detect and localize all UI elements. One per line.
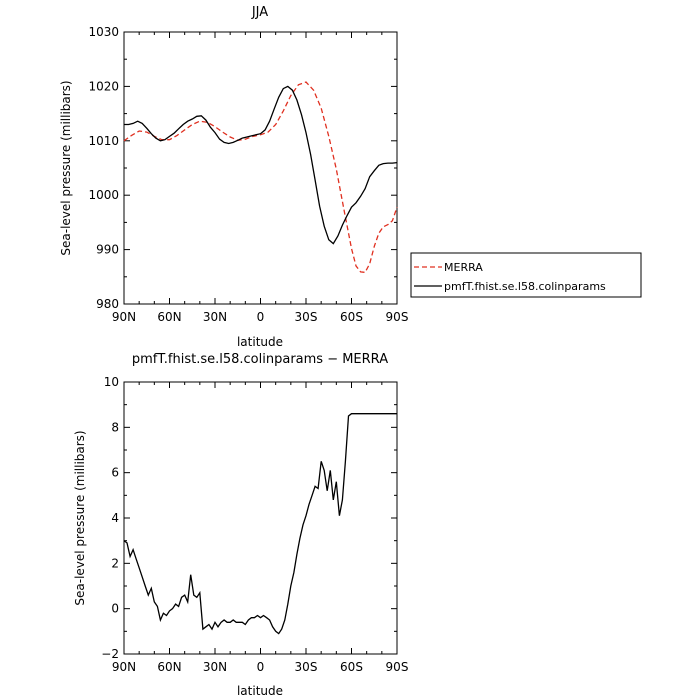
top-x-tick-label: 30S <box>295 310 318 324</box>
top-y-tick-label: 980 <box>96 297 119 311</box>
bottom-panel: pmfT.fhist.se.l58.colinparams − MERRA 90… <box>73 352 408 698</box>
top-y-tick-label: 990 <box>96 243 119 257</box>
top-series-line-0 <box>123 81 398 274</box>
top-plot-frame <box>123 31 398 305</box>
bottom-y-tick-label: 4 <box>111 511 119 525</box>
legend: MERRA pmfT.fhist.se.l58.colinparams <box>410 252 642 298</box>
top-x-axis-label: latitude <box>237 335 283 349</box>
bottom-y-tick-label: 10 <box>104 375 119 389</box>
top-chart-title: JJA <box>251 5 268 20</box>
bottom-x-tick-label: 60S <box>340 660 363 674</box>
bottom-y-tick-label: 0 <box>111 602 119 616</box>
legend-label-merra: MERRA <box>444 261 483 274</box>
legend-box <box>410 252 642 298</box>
bottom-plot-frame <box>123 381 398 655</box>
bottom-y-tick-label: 2 <box>111 556 119 570</box>
top-x-tick-label: 90N <box>112 310 136 324</box>
bottom-x-tick-label: 0 <box>257 660 265 674</box>
bottom-y-tick-label: 6 <box>111 466 119 480</box>
top-y-tick-label: 1030 <box>88 25 119 39</box>
bottom-x-tick-label: 90S <box>386 660 409 674</box>
bottom-y-axis-label: Sea-level pressure (millibars) <box>73 430 87 605</box>
top-x-tick-label: 0 <box>257 310 265 324</box>
top-y-tick-label: 1000 <box>88 188 119 202</box>
bottom-x-tick-label: 90N <box>112 660 136 674</box>
bottom-x-tick-label: 30N <box>203 660 227 674</box>
top-y-tick-label: 1010 <box>88 134 119 148</box>
bottom-x-tick-label: 30S <box>295 660 318 674</box>
top-y-tick-label: 1020 <box>88 79 119 93</box>
top-x-tick-label: 90S <box>386 310 409 324</box>
bottom-y-tick-label: 8 <box>111 420 119 434</box>
top-series-line-1 <box>124 85 398 245</box>
top-plot-area: 90N 60N 30N 0 30S 60S 90S 980 990 1000 1010 1020 103… <box>88 25 408 324</box>
top-x-tick-label: 30N <box>203 310 227 324</box>
bottom-series-line-0 <box>123 413 397 635</box>
top-panel: JJA 90N 60N 30N 0 30S 60S 90S 980 990 1000 1010 102… <box>59 5 642 349</box>
bottom-plot-area: 90N 60N 30N 0 30S 60S 90S −2 0 2 4 6 8 10 <box>101 375 408 674</box>
bottom-x-tick-label: 60N <box>157 660 181 674</box>
top-x-tick-label: 60S <box>340 310 363 324</box>
top-x-tick-label: 60N <box>157 310 181 324</box>
bottom-x-axis-label: latitude <box>237 684 283 698</box>
bottom-y-tick-label: −2 <box>101 647 119 661</box>
legend-label-model: pmfT.fhist.se.l58.colinparams <box>444 280 606 293</box>
bottom-chart-title: pmfT.fhist.se.l58.colinparams − MERRA <box>132 352 388 367</box>
top-y-axis-label: Sea-level pressure (millibars) <box>59 80 73 255</box>
